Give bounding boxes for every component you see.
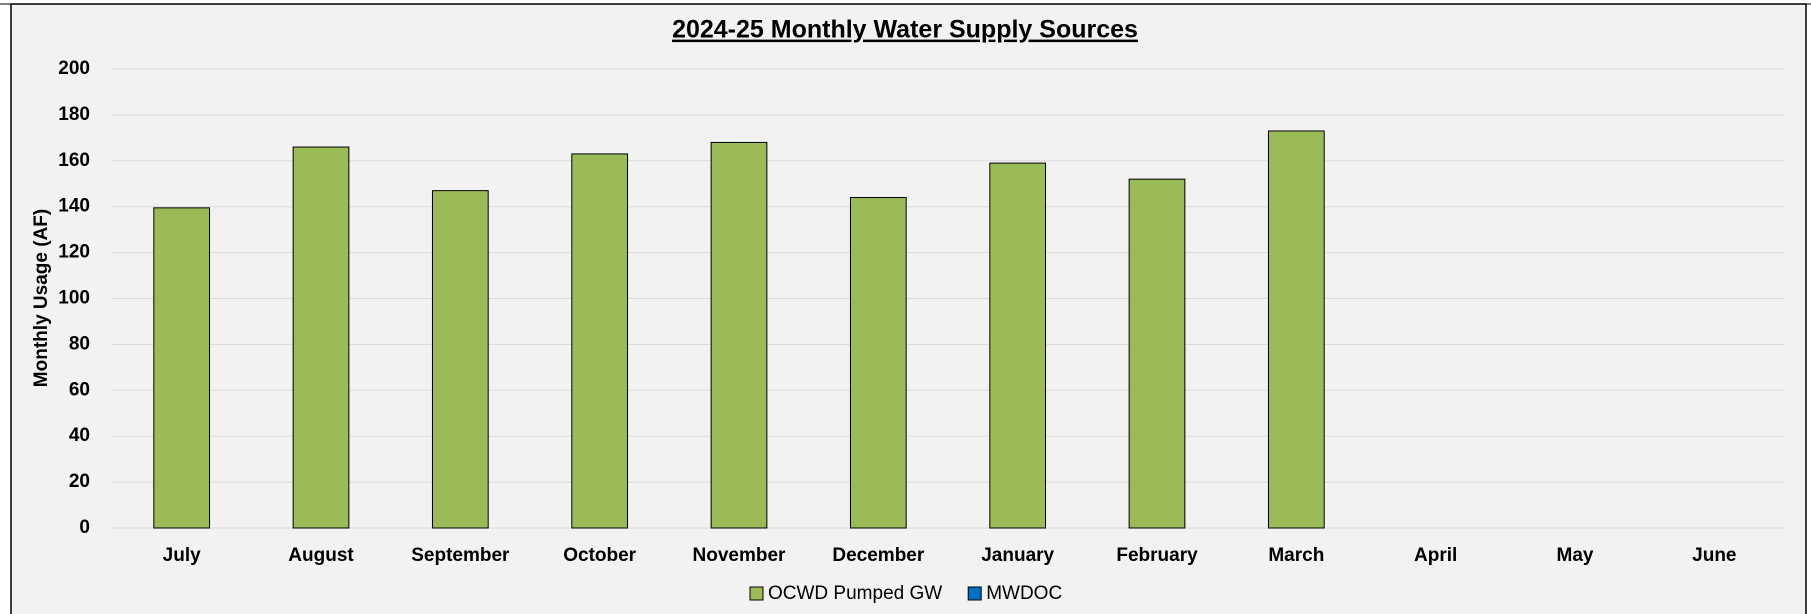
y-tick-label: 40 <box>69 425 90 446</box>
y-tick-label: 60 <box>69 379 90 400</box>
bar <box>1267 130 1325 529</box>
bar <box>292 146 350 529</box>
legend-label: MWDOC <box>986 583 1062 604</box>
x-tick-label: August <box>288 545 354 566</box>
chart-title: 2024-25 Monthly Water Supply Sources <box>672 16 1138 44</box>
bar <box>153 207 211 529</box>
bar <box>849 197 907 529</box>
y-tick-label: 0 <box>79 517 90 538</box>
x-tick-label: May <box>1557 545 1594 566</box>
y-tick-label: 100 <box>58 288 90 309</box>
x-tick-label: March <box>1268 545 1324 566</box>
chart-frame <box>10 3 1807 614</box>
bar <box>571 153 629 529</box>
x-tick-label: December <box>832 545 924 566</box>
bar <box>710 141 768 529</box>
y-tick-label: 180 <box>58 104 90 125</box>
y-tick-label: 20 <box>69 471 90 492</box>
x-tick-label: July <box>163 545 201 566</box>
bar <box>431 190 489 529</box>
y-axis-label: Monthly Usage (AF) <box>31 209 52 387</box>
x-tick-label: February <box>1116 545 1198 566</box>
x-tick-label: June <box>1692 545 1736 566</box>
legend-label: OCWD Pumped GW <box>768 583 942 604</box>
x-tick-label: September <box>411 545 510 566</box>
x-tick-label: November <box>693 545 787 566</box>
y-tick-label: 140 <box>58 196 90 217</box>
y-tick-label: 200 <box>58 58 90 79</box>
x-tick-label: January <box>981 545 1054 566</box>
y-tick-label: 80 <box>69 333 90 354</box>
y-tick-label: 160 <box>58 150 90 171</box>
bar <box>1128 178 1186 529</box>
x-tick-label: April <box>1414 545 1457 566</box>
x-tick-label: October <box>563 545 636 566</box>
legend-swatch <box>967 586 982 601</box>
bar <box>989 162 1047 529</box>
y-tick-label: 120 <box>58 242 90 263</box>
legend-swatch <box>749 586 764 601</box>
